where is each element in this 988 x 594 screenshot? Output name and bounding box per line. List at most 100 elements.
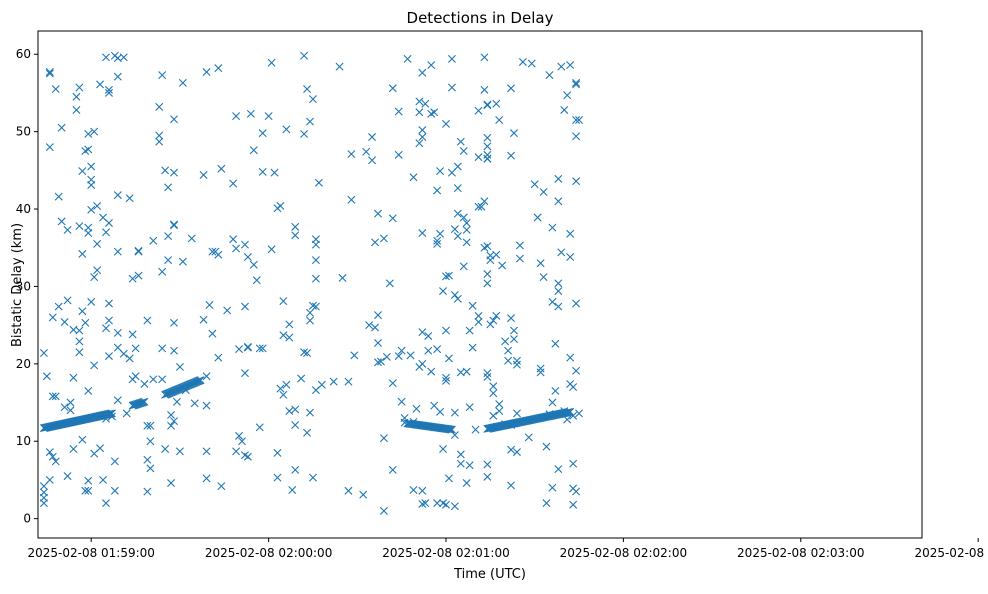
x-axis-label: Time (UTC) (453, 567, 526, 582)
detection-point (424, 331, 433, 340)
detection-point (39, 499, 48, 508)
detection-point (498, 261, 507, 270)
detection-point (161, 166, 170, 175)
detection-point (560, 105, 569, 114)
detection-point (444, 354, 453, 363)
detection-point (433, 499, 442, 508)
detection-point (66, 406, 75, 415)
detection-point (388, 465, 397, 474)
detection-point (252, 276, 261, 285)
detection-point (300, 129, 309, 138)
detection-point (285, 407, 294, 416)
y-tick-label: 40 (16, 202, 31, 216)
detection-point (72, 105, 81, 114)
detection-point (518, 57, 527, 66)
detection-point (45, 68, 54, 77)
detection-point (371, 238, 380, 247)
detection-point (99, 475, 108, 484)
detection-point (483, 472, 492, 481)
detection-point (149, 375, 158, 384)
detection-point (303, 349, 312, 357)
detection-point (569, 383, 578, 392)
detection-point (548, 223, 557, 232)
detection-point (155, 131, 164, 140)
detection-point (495, 116, 504, 125)
detection-point (249, 146, 258, 155)
detection-point (113, 396, 122, 405)
detection-point (84, 476, 93, 485)
detection-point (267, 58, 276, 67)
detection-point (474, 106, 483, 115)
detection-point (240, 369, 249, 378)
detection-point (539, 188, 548, 196)
detection-point (515, 254, 524, 263)
detection-point (102, 414, 110, 423)
detection-point (459, 213, 468, 222)
detection-point (146, 421, 155, 430)
detection-point (338, 273, 347, 282)
detection-point (450, 408, 459, 417)
detection-point (418, 499, 427, 508)
detection-point (69, 373, 78, 382)
detection-point (507, 151, 516, 160)
detection-point (545, 410, 554, 419)
detection-point (217, 482, 226, 491)
detection-point (397, 397, 406, 406)
detection-point (462, 238, 471, 247)
detection-point (486, 320, 495, 329)
detection-point (63, 225, 72, 234)
detection-point (424, 346, 433, 355)
y-tick-label: 30 (16, 279, 31, 293)
detection-point (84, 486, 93, 495)
detection-point (143, 421, 152, 430)
detection-point (143, 316, 152, 325)
detection-point (442, 376, 450, 385)
detection-point (335, 62, 344, 71)
detection-point (63, 472, 72, 481)
detection-point (102, 499, 110, 508)
detection-point (78, 307, 87, 316)
detection-point (397, 346, 406, 355)
detection-point (149, 236, 158, 245)
detection-point (542, 499, 551, 508)
detection-point (155, 102, 164, 111)
detection-point (551, 386, 560, 395)
detection-point (303, 85, 312, 94)
detection-point (545, 71, 554, 80)
detection-point (246, 109, 255, 118)
detection-point (557, 248, 566, 257)
y-tick-label: 10 (16, 434, 31, 448)
detection-point (554, 302, 563, 311)
detection-point (113, 343, 122, 352)
detection-point (489, 382, 498, 391)
detection-point (170, 346, 178, 355)
detection-point (279, 390, 288, 399)
detection-point (232, 112, 241, 121)
detection-point (202, 401, 211, 410)
detection-point (267, 245, 276, 254)
detection-point (164, 232, 173, 241)
detection-point (311, 240, 320, 249)
detection-point (214, 64, 223, 73)
track-point (447, 425, 456, 434)
detection-point (492, 250, 501, 259)
y-tick-label: 20 (16, 357, 31, 371)
detection-point (515, 241, 524, 250)
detection-point (418, 328, 427, 337)
detection-point (134, 247, 143, 256)
detection-point (483, 133, 492, 142)
detection-point (569, 411, 578, 420)
detection-point (344, 486, 353, 495)
detection-point (170, 115, 178, 124)
detection-point (450, 225, 459, 234)
detection-point (255, 423, 264, 432)
detection-point (51, 85, 60, 94)
detection-point (45, 448, 54, 457)
detection-point (170, 220, 178, 229)
detection-point (418, 133, 427, 142)
detection-point (572, 80, 581, 89)
detection-point (507, 481, 516, 490)
detection-point (93, 266, 102, 275)
detection-point (306, 117, 314, 126)
detection-point (54, 192, 63, 201)
